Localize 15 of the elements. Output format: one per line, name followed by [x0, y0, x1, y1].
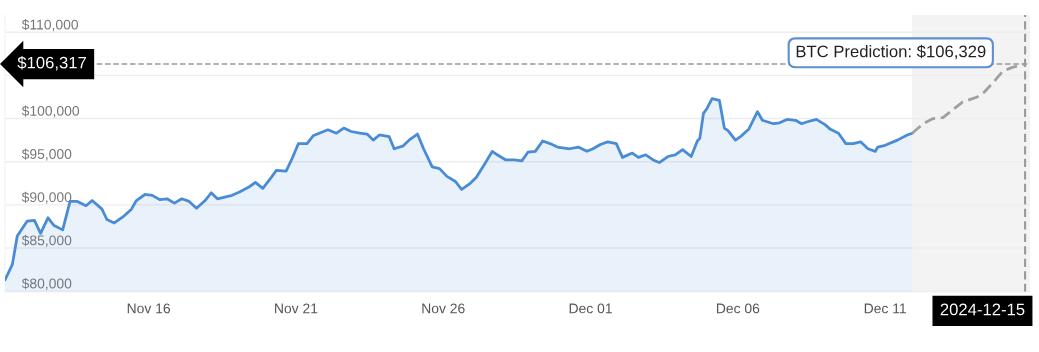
x-tick-label: Nov 16 — [127, 303, 171, 314]
y-tick-label: $100,000 — [21, 105, 80, 118]
y-tick-label: $85,000 — [21, 234, 72, 247]
x-tick-label: Dec 06 — [716, 303, 760, 314]
ref-line-label: $106,317 — [17, 56, 86, 71]
x-tick-label: Nov 26 — [422, 303, 465, 314]
annotation: BTC Prediction: $106,329 — [796, 44, 986, 60]
y-tick-label: $95,000 — [21, 148, 72, 161]
y-tick-label: $80,000 — [21, 277, 72, 291]
y-tick-label: $90,000 — [21, 191, 72, 204]
y-tick-label: $110,000 — [21, 19, 79, 32]
x-tick-label: Nov 21 — [275, 303, 318, 314]
x-tick-label: Dec 11 — [864, 303, 906, 314]
ref-line-label: 2024-12-15 — [940, 303, 1025, 316]
x-tick-label: Dec 01 — [569, 303, 612, 314]
